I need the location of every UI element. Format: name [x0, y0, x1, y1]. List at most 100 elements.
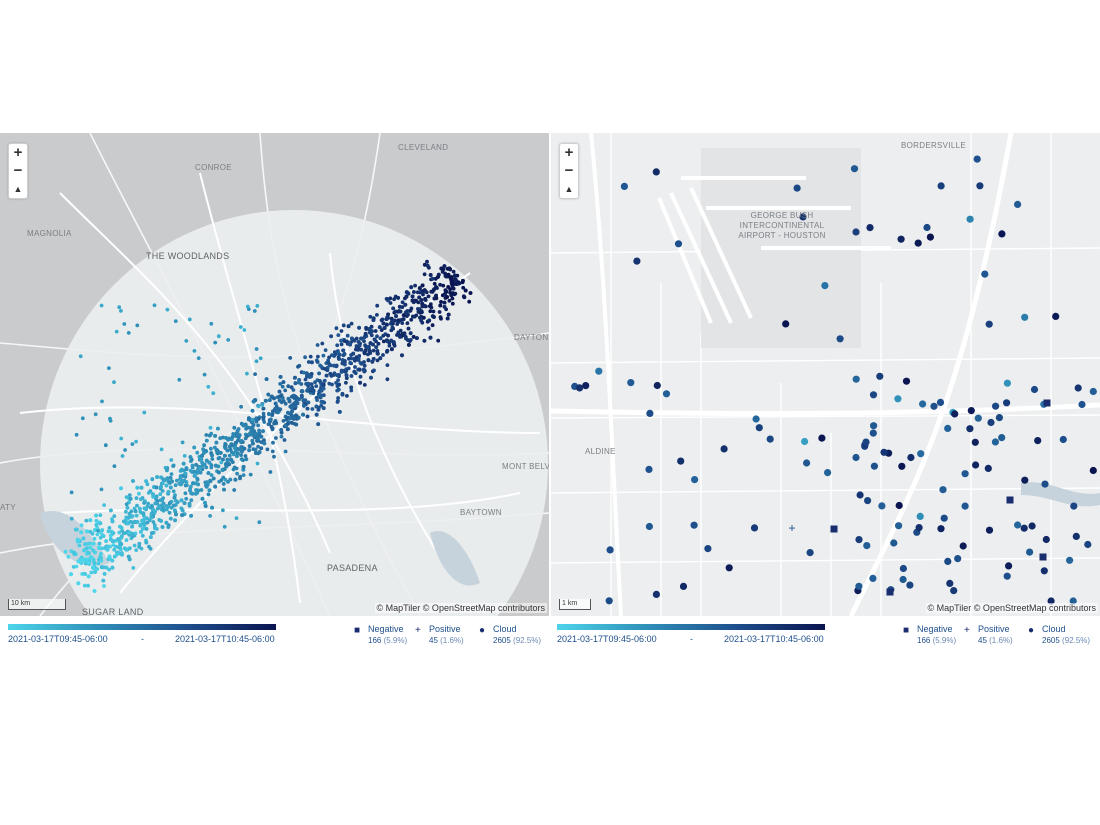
data-point	[183, 491, 188, 496]
data-point	[195, 450, 200, 455]
data-point	[289, 413, 294, 417]
plus-marker-icon: +	[415, 625, 421, 636]
data-point	[403, 302, 408, 307]
data-point	[316, 407, 321, 412]
data-point	[204, 465, 209, 470]
data-point	[354, 336, 359, 341]
data-point	[417, 295, 422, 300]
data-point	[283, 388, 288, 393]
data-point	[652, 590, 660, 598]
data-point	[195, 470, 200, 475]
left-time-start: 2021-03-17T09:45-06:00	[8, 634, 108, 644]
data-point	[902, 377, 911, 385]
runway	[689, 187, 753, 319]
data-point	[371, 357, 376, 361]
right-map[interactable]: + + − ▲ BORDERSVILLE ALDINE GEORGE BUSH …	[551, 133, 1100, 616]
data-point	[142, 506, 147, 511]
data-point	[335, 373, 339, 377]
data-point	[869, 429, 877, 437]
data-point	[321, 393, 326, 398]
data-point	[443, 288, 448, 293]
data-point	[385, 348, 390, 353]
data-point	[160, 503, 164, 508]
data-point	[446, 272, 451, 277]
data-point	[939, 486, 947, 494]
left-attribution[interactable]: © MapTiler © OpenStreetMap contributors	[374, 603, 547, 613]
data-point	[253, 372, 257, 376]
data-point	[645, 522, 653, 531]
data-point	[862, 438, 870, 446]
data-point	[1020, 524, 1028, 532]
right-attribution[interactable]: © MapTiler © OpenStreetMap contributors	[925, 603, 1098, 613]
data-point	[179, 506, 184, 511]
data-point	[258, 356, 263, 361]
data-point	[183, 471, 188, 476]
data-point	[363, 348, 368, 353]
data-point	[126, 331, 131, 335]
data-point	[228, 447, 233, 452]
data-point	[254, 359, 259, 364]
data-point	[367, 327, 371, 332]
data-point	[288, 416, 293, 421]
data-point	[77, 543, 82, 548]
data-point	[352, 369, 357, 374]
data-point	[930, 402, 938, 410]
data-point	[1014, 200, 1022, 208]
data-point	[200, 496, 205, 501]
data-point	[984, 464, 992, 472]
data-point	[134, 496, 139, 500]
data-point	[320, 341, 325, 346]
data-point	[253, 451, 258, 455]
data-point	[371, 348, 376, 353]
data-point	[417, 286, 422, 290]
data-point	[329, 373, 334, 378]
data-point	[309, 386, 313, 391]
data-point	[89, 555, 94, 560]
data-point	[130, 524, 135, 529]
place-label-dayton: DAYTON	[514, 333, 549, 342]
data-point	[384, 297, 389, 301]
place-label-aldine: ALDINE	[585, 447, 616, 456]
data-point	[302, 403, 306, 408]
negative-marker	[1039, 553, 1047, 561]
left-map-canvas[interactable]	[0, 133, 549, 616]
data-point	[139, 485, 144, 490]
data-point	[899, 575, 907, 584]
data-point	[183, 475, 188, 479]
data-point	[316, 422, 321, 426]
left-compass-button[interactable]: ▲	[13, 184, 23, 194]
data-point	[274, 406, 278, 411]
right-compass-button[interactable]: ▲	[564, 184, 574, 194]
data-point	[119, 309, 123, 313]
data-point	[436, 338, 441, 343]
data-point	[233, 440, 238, 445]
data-point	[342, 360, 347, 365]
data-point	[107, 554, 112, 559]
data-point	[690, 521, 698, 529]
data-point	[239, 453, 244, 457]
data-point	[836, 335, 844, 343]
data-point	[182, 454, 187, 458]
data-point	[123, 531, 128, 535]
data-point	[66, 554, 71, 559]
data-point	[334, 381, 339, 385]
left-map[interactable]: + − ▲ CONROE CLEVELAND MAGNOLIA THE WOOD…	[0, 133, 549, 616]
data-point	[86, 583, 90, 588]
right-map-canvas[interactable]: +	[551, 133, 1100, 616]
data-point	[187, 317, 192, 322]
data-point	[998, 230, 1006, 238]
data-point	[172, 495, 177, 500]
data-point	[342, 352, 347, 356]
data-point	[150, 477, 155, 482]
left-zoom-out-button[interactable]: −	[13, 162, 23, 179]
right-zoom-in-button[interactable]: +	[564, 144, 574, 161]
data-point	[376, 341, 381, 346]
data-point	[319, 364, 323, 369]
data-point	[449, 281, 454, 286]
left-zoom-in-button[interactable]: +	[13, 144, 23, 161]
data-point	[345, 333, 350, 338]
right-zoom-out-button[interactable]: −	[564, 162, 574, 179]
data-point	[426, 294, 431, 299]
data-point	[824, 469, 832, 477]
data-point	[394, 314, 398, 318]
